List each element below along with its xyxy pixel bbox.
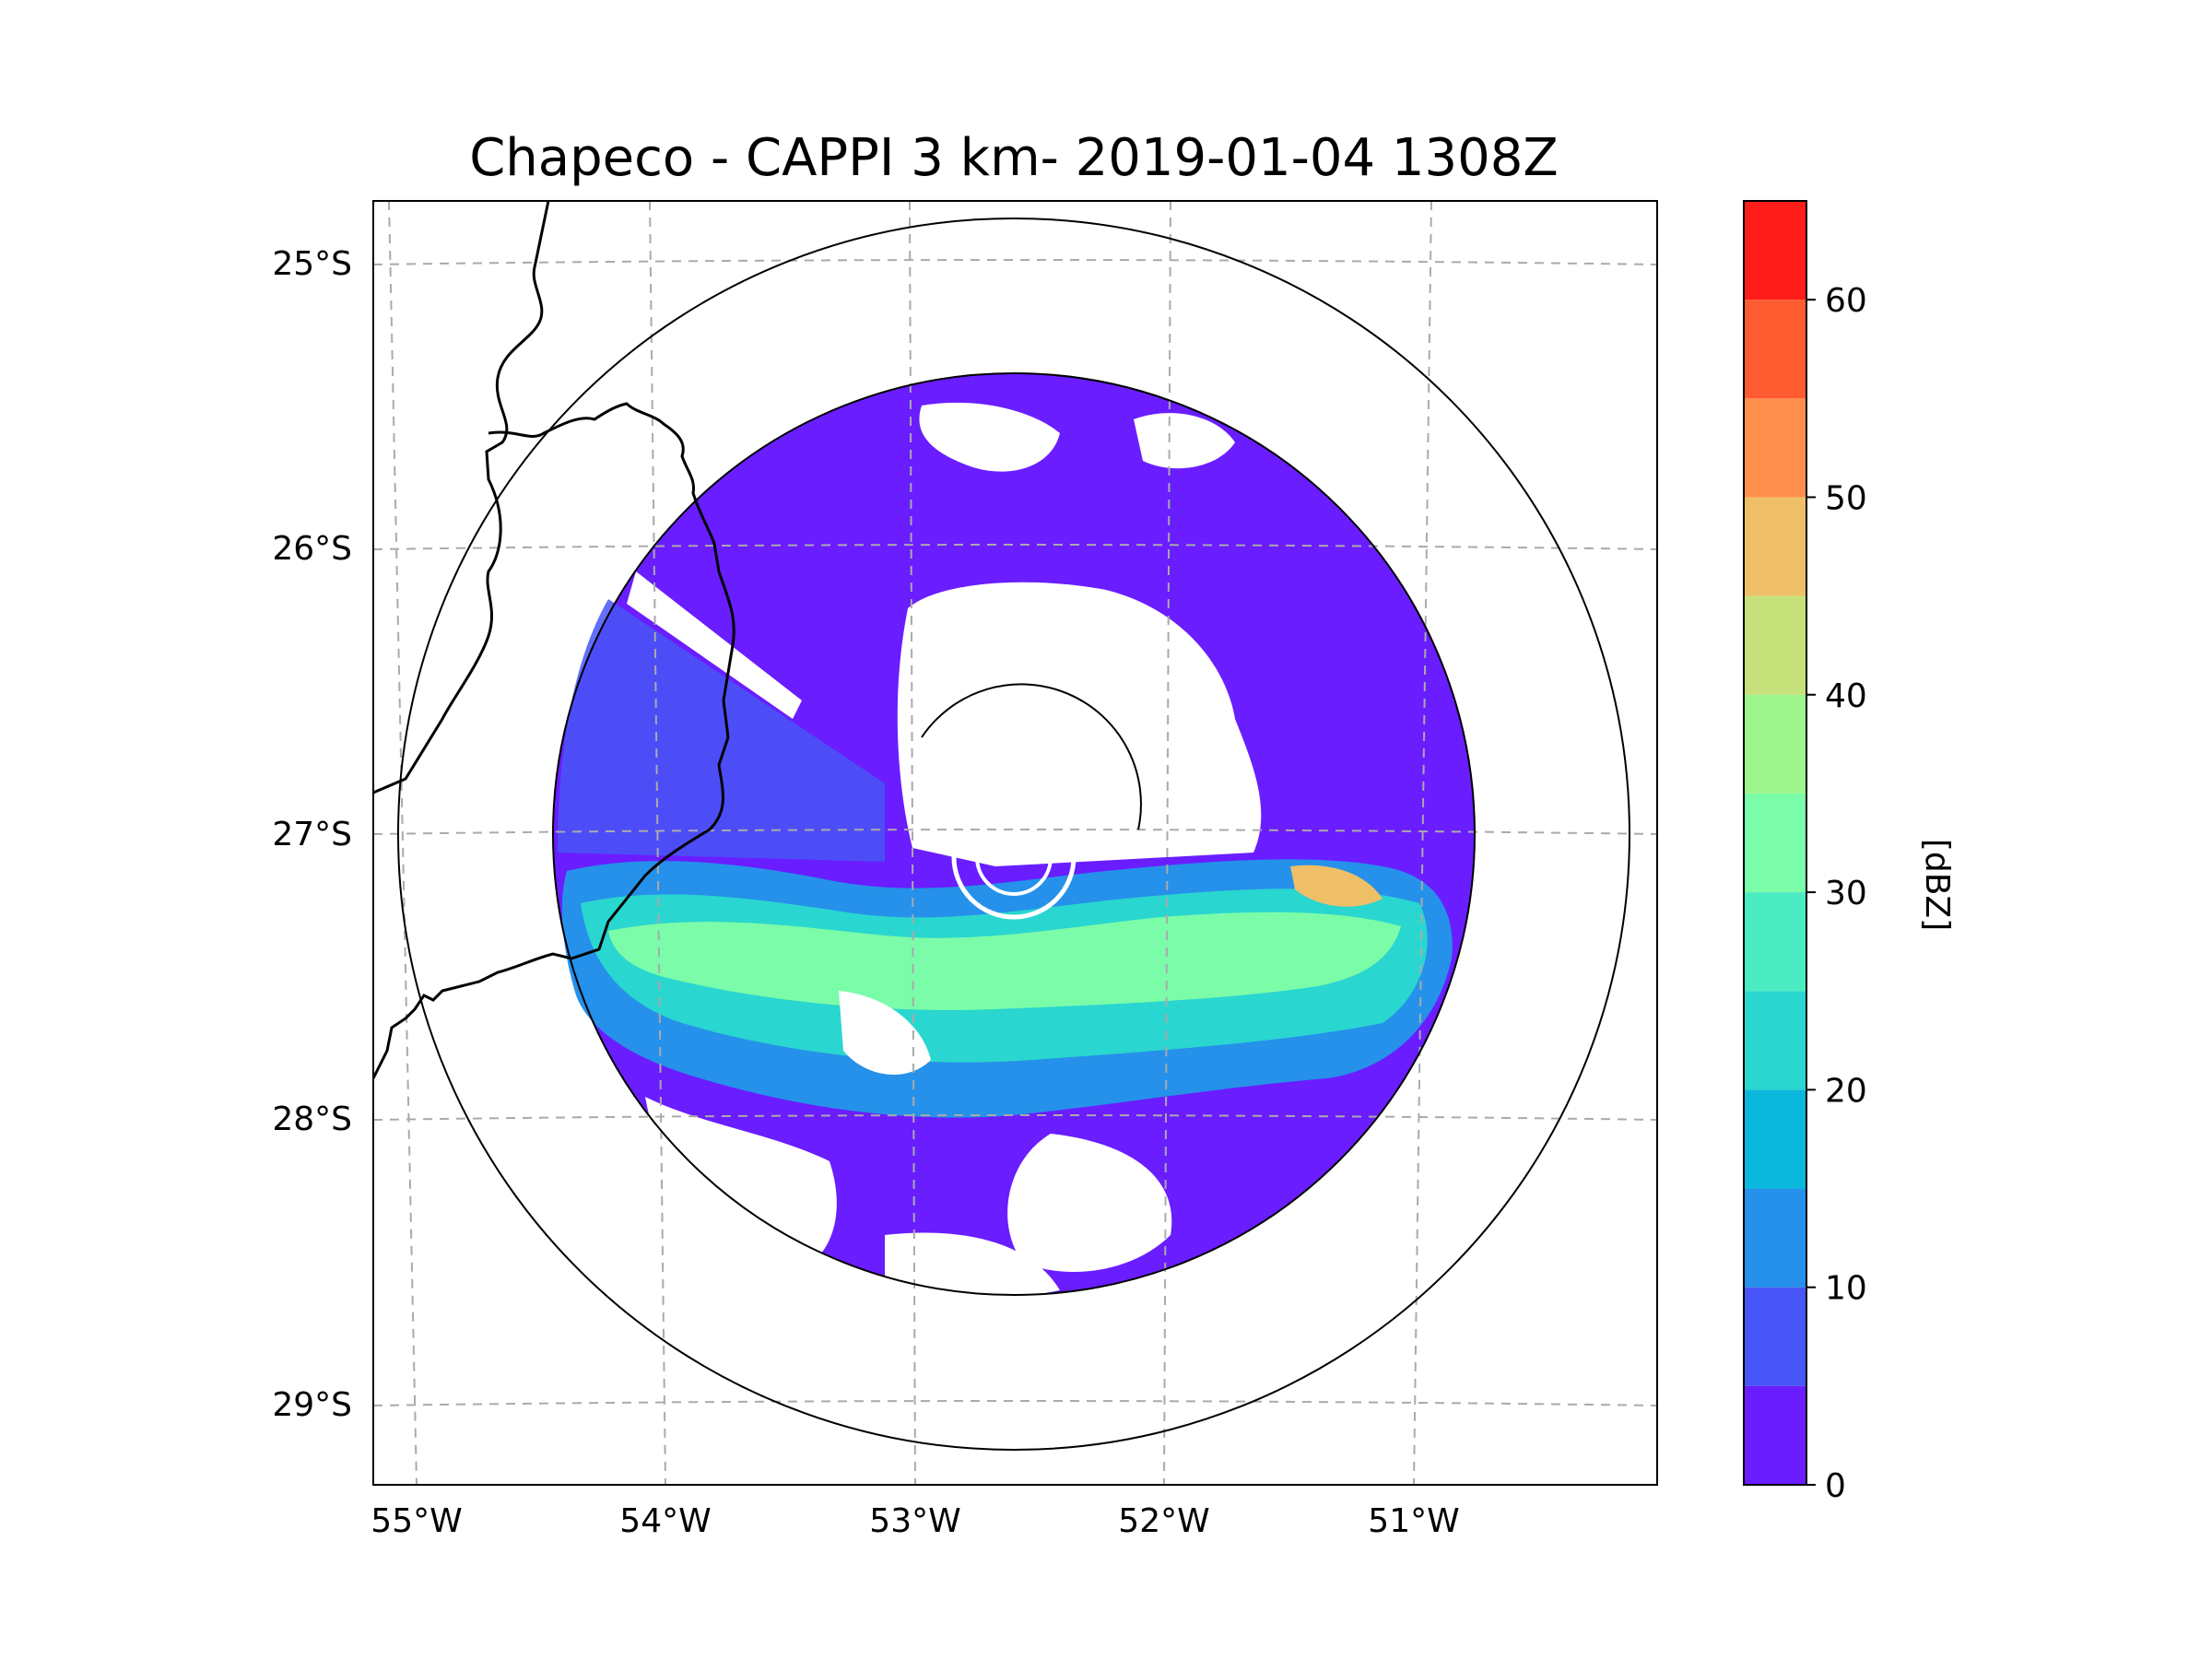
border-argentina-brazil	[373, 201, 550, 794]
radar-site-ring-inner	[975, 818, 1053, 896]
colorbar-band	[1744, 1089, 1806, 1189]
lon-label-51: 51°W	[1368, 1502, 1459, 1540]
echo-band-core	[608, 912, 1401, 1010]
lat-label-26: 26°S	[272, 530, 352, 568]
colorbar: 0 10 20 30 40 50 60 [dBZ]	[1743, 200, 1956, 1505]
echo-gap-southwest	[839, 991, 931, 1076]
gridline-lat-25	[373, 259, 1657, 265]
colorbar-band	[1744, 1287, 1806, 1386]
colorbar-tick-label: 30	[1825, 875, 1867, 912]
colorbar-band	[1744, 201, 1806, 300]
lat-label-28: 28°S	[272, 1100, 352, 1138]
colorbar-tick-label: 20	[1825, 1072, 1867, 1110]
colorbar-band	[1744, 694, 1806, 794]
map-panel	[373, 201, 1657, 1485]
lat-label-29: 29°S	[272, 1386, 352, 1424]
lat-labels: 25°S 26°S 27°S 28°S 29°S	[272, 245, 352, 1424]
colorbar-frame	[1743, 200, 1807, 1486]
lat-label-27: 27°S	[272, 816, 352, 853]
echo-band-peak	[1290, 865, 1382, 907]
gridline-lon-53	[909, 201, 916, 1485]
map-frame	[372, 200, 1658, 1486]
lon-label-53: 53°W	[869, 1502, 960, 1540]
chart-title: Chapeco - CAPPI 3 km- 2019-01-04 1308Z	[469, 128, 1559, 188]
gridline-lat-27	[373, 829, 1657, 835]
lon-label-52: 52°W	[1118, 1502, 1209, 1540]
colorbar-band	[1744, 892, 1806, 992]
echo-gap-north	[897, 582, 1262, 866]
colorbar-band	[1744, 300, 1806, 399]
echo-gap-south-edge	[885, 1232, 1060, 1309]
colorbar-band	[1744, 497, 1806, 596]
colorbar-band	[1744, 398, 1806, 498]
colorbar-tick-label: 50	[1825, 479, 1867, 517]
echo-gap-southeast	[1007, 1134, 1172, 1272]
lon-label-54: 54°W	[619, 1502, 711, 1540]
gridline-lon-54	[649, 201, 666, 1485]
echo-gap-top-right	[1134, 413, 1235, 469]
gridline-lon-52	[1163, 201, 1171, 1485]
range-rings	[397, 218, 1630, 1451]
colorbar-ticks: 0 10 20 30 40 50 60	[1806, 282, 1867, 1505]
colorbar-label: [dBZ]	[1918, 839, 1956, 931]
lon-labels: 55°W 54°W 53°W 52°W 51°W	[371, 1502, 1459, 1540]
borders	[373, 201, 735, 1079]
gridlines	[373, 201, 1657, 1485]
range-ring-middle	[552, 372, 1476, 1296]
colorbar-tick-label: 60	[1825, 282, 1867, 320]
radar-site-ring	[951, 794, 1077, 920]
colorbar-bands	[1744, 201, 1806, 1485]
echo-gap-top	[919, 402, 1060, 472]
range-ring-inner	[921, 683, 1142, 830]
border-state-line	[373, 402, 735, 1079]
colorbar-band	[1744, 1188, 1806, 1288]
lon-label-55: 55°W	[371, 1502, 462, 1540]
gridline-lon-51	[1413, 201, 1432, 1485]
beam-blockage	[627, 571, 802, 719]
colorbar-tick-label: 40	[1825, 677, 1867, 715]
echo-gap-south	[645, 1097, 837, 1272]
colorbar-tick-label: 10	[1825, 1270, 1867, 1308]
gridline-lat-28	[373, 1114, 1657, 1121]
echo-west-sector	[558, 599, 885, 862]
colorbar-tick-label: 0	[1825, 1467, 1846, 1505]
lat-label-25: 25°S	[272, 245, 352, 283]
radar-echoes	[553, 373, 1475, 1309]
colorbar-band	[1744, 793, 1806, 893]
colorbar-band	[1744, 1385, 1806, 1485]
gridline-lat-26	[373, 544, 1657, 550]
gridline-lon-55	[388, 201, 418, 1485]
gridline-lat-29	[373, 1400, 1657, 1406]
colorbar-band	[1744, 595, 1806, 695]
colorbar-band	[1744, 991, 1806, 1090]
range-ring-outer	[397, 218, 1630, 1451]
